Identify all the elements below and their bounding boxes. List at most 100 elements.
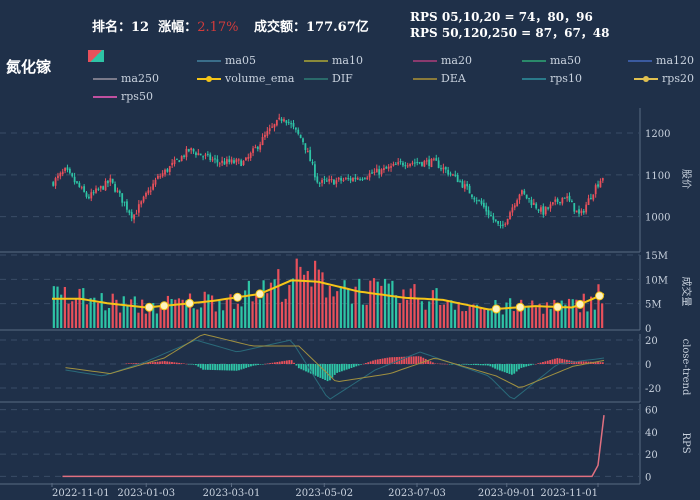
macd-bar [273,362,276,364]
candle-body [278,117,281,120]
volume-bar [365,304,368,328]
candle-body [387,166,390,169]
legend-label: rps20 [662,72,694,85]
legend-item-ma20[interactable]: ma20 [413,54,472,67]
change-label: 涨幅： [158,20,198,35]
candle-body [528,197,530,199]
candle-body [107,180,109,184]
y-tick-label: 5M [645,300,662,311]
volume-bar [107,308,111,328]
volume-bar [442,304,446,328]
macd-bar [429,361,432,364]
macd-bar [362,363,365,365]
volume-bar [188,293,192,328]
macd-bar [501,364,504,372]
legend-item-ma10[interactable]: ma10 [304,54,363,67]
volume-bar [262,280,265,328]
macd-bar [542,361,544,364]
legend-item-candle[interactable] [88,50,104,62]
candle-body [111,178,114,183]
legend-item-ma05[interactable]: ma05 [197,54,256,67]
macd-bar [506,364,508,374]
macd-bar [230,364,233,371]
macd-bar [154,361,157,364]
volume-bar [516,304,519,328]
macd-bar [341,364,343,372]
macd-bar [338,364,341,373]
volume-ema-marker [232,292,242,302]
macd-bar [161,361,164,364]
legend-item-rps10[interactable]: rps10 [522,72,582,85]
volume-bar [266,293,269,328]
candle-body [168,166,171,172]
macd-bar [379,358,382,364]
candle-body [368,173,371,178]
macd-bar [168,361,171,364]
candle-body [575,210,578,213]
legend-item-DEA[interactable]: DEA [413,72,466,85]
volume-bar [96,302,100,328]
candle-body [121,193,124,203]
candle-body [214,158,216,160]
candle-body [249,152,252,158]
candle-body [361,178,364,180]
macd-bar [218,364,221,371]
candle-body [309,150,312,162]
macd-bar [551,359,554,364]
volume-bar [413,284,416,328]
macd-bar [240,364,243,370]
legend-item-DIF[interactable]: DIF [304,72,353,85]
macd-bar [226,364,228,371]
macd-bar [498,364,501,371]
candle-body [252,148,254,153]
y-tick-label: 1000 [645,213,670,224]
candle-body [290,123,293,125]
candle-body [409,163,411,166]
candle-body [166,169,169,172]
y-tick-label: 1200 [645,129,670,140]
candle-body [440,168,442,170]
macd-bar [410,356,413,364]
candle-body [356,178,359,180]
candle-body [59,173,62,177]
legend-item-rps50[interactable]: rps50 [93,90,153,103]
volume-bar [302,274,306,328]
volume-bar [163,301,166,328]
candle-body [259,144,262,150]
candle-body [152,183,155,190]
candle-body [57,175,59,179]
macd-bar [199,364,202,369]
legend-item-ma50[interactable]: ma50 [522,54,581,67]
volume-bar [601,303,604,328]
volume-bar [251,301,254,328]
volume-bar [207,294,210,328]
macd-bar [575,361,578,364]
legend-swatch [93,95,117,98]
volume-bar [435,288,438,328]
legend-item-ma250[interactable]: ma250 [93,72,159,85]
legend-item-volume_ema[interactable]: volume_ema [197,72,294,85]
rank-value: 12 [131,20,150,35]
candle-body [135,213,138,215]
candle-body [432,158,435,160]
macd-bar [204,364,207,370]
volume-bar [534,307,538,328]
legend-item-rps20[interactable]: rps20 [634,72,694,85]
y-tick-label: 15M [645,251,668,262]
volume-bar [593,309,596,328]
candle-body [325,180,328,182]
macd-bar [214,364,216,371]
volume-bar [380,285,383,328]
legend-item-ma120[interactable]: ma120 [628,54,694,67]
volume-bar [67,303,70,328]
macd-bar [537,363,540,364]
volume-bar [339,286,342,328]
volume-bar [306,271,309,328]
volume-bar [199,307,203,328]
candle-body [521,190,523,195]
candle-body [216,159,219,163]
volume-bar [133,296,136,328]
macd-bar [247,364,250,368]
volume-bar [523,307,526,328]
macd-bar [369,361,372,364]
